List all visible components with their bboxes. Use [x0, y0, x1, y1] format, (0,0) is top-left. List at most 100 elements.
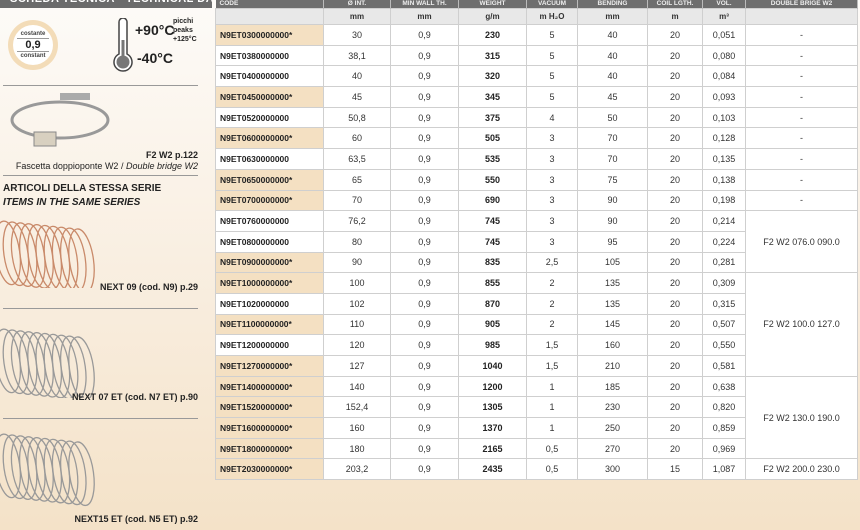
- unit-cell: [745, 8, 858, 25]
- cell: 835: [458, 251, 527, 274]
- table-row: N9ET1400000000* 140 0,9 1200 1 185 20 0,638 F2 W…: [215, 375, 858, 460]
- badge-bottom: constant: [20, 53, 46, 59]
- cell: 2: [526, 292, 578, 315]
- cell: 3: [526, 127, 578, 150]
- cell: 3: [526, 189, 578, 212]
- cell: 70: [577, 127, 648, 150]
- table-row: N9ET0600000000* 60 0,9 505 3 70 20 0,128-: [215, 127, 858, 150]
- cell: 1370: [458, 417, 527, 439]
- cell: 20: [647, 65, 703, 88]
- column-header: MIN WALL TH.: [390, 0, 459, 9]
- cell: 0,084: [702, 65, 746, 88]
- product-code: N9ET2030000000*: [215, 458, 324, 481]
- double-bridge-cell: -: [745, 189, 858, 212]
- cell: 20: [647, 375, 703, 398]
- cell: 2165: [458, 437, 527, 460]
- cell: 70: [577, 148, 648, 170]
- column-header: BENDING: [577, 0, 648, 9]
- peaks-it: picchi: [173, 18, 194, 25]
- product-code: N9ET0300000000*: [215, 24, 324, 46]
- cell: 63,5: [323, 148, 391, 170]
- cell: 0,9: [390, 65, 459, 88]
- double-bridge-cell: F2 W2 130.0 190.0: [745, 375, 858, 460]
- cell: 20: [647, 251, 703, 274]
- cell: 0,9: [390, 417, 459, 439]
- cell: 20: [647, 313, 703, 336]
- badge-top: costante: [20, 31, 46, 37]
- product-code: N9ET0400000000: [215, 65, 324, 88]
- table-row: N9ET0800000000 80 0,9 745 3 95 20 0,224: [215, 230, 858, 253]
- cell: 20: [647, 210, 703, 232]
- product-code: N9ET0380000000: [215, 44, 324, 67]
- cell: 15: [647, 458, 703, 481]
- peaks-value: +125°C: [173, 36, 197, 43]
- table-row: N9ET0300000000* 30 0,9 230 5 40 20 0,051-: [215, 24, 858, 46]
- peak-temp: picchi peaks +125°C: [173, 17, 197, 44]
- hose-image: [0, 220, 95, 288]
- product-code: N9ET1200000000: [215, 334, 324, 356]
- cell: 270: [577, 437, 648, 460]
- cell: 0,093: [702, 86, 746, 108]
- cell: 745: [458, 230, 527, 253]
- unit-cell: [215, 8, 324, 25]
- series-item-link[interactable]: NEXT 09 (cod. N9) p.29: [99, 282, 198, 292]
- table-row: N9ET2030000000* 203,2 0,9 2435 0,5 300 15 1,087…: [215, 458, 858, 481]
- clamp-ref: F2 W2 p.122: [145, 150, 198, 160]
- cell: 0,9: [390, 127, 459, 150]
- double-bridge-cell: -: [745, 148, 858, 170]
- thermometer-icon: [113, 18, 133, 72]
- double-bridge-cell: -: [745, 106, 858, 129]
- cell: 0,309: [702, 272, 746, 294]
- cell: 0,9: [390, 437, 459, 460]
- column-header: VACUUM: [526, 0, 578, 9]
- series-item-link[interactable]: NEXT15 ET (cod. N5 ET) p.92: [74, 514, 198, 524]
- cell: 50,8: [323, 106, 391, 129]
- series-title-en: ITEMS IN THE SAME SERIES: [3, 197, 141, 208]
- product-code: N9ET0450000000*: [215, 86, 324, 108]
- divider: [3, 85, 198, 86]
- cell: 4: [526, 106, 578, 129]
- cell: 985: [458, 334, 527, 356]
- cell: 250: [577, 417, 648, 439]
- series-item-link[interactable]: NEXT 07 ET (cod. N7 ET) p.90: [71, 392, 198, 402]
- column-header: VOL.: [702, 0, 746, 9]
- cell: 40: [577, 44, 648, 67]
- cell: 0,550: [702, 334, 746, 356]
- cell: 535: [458, 148, 527, 170]
- cell: 160: [323, 417, 391, 439]
- cell: 0,224: [702, 230, 746, 253]
- cell: 0,581: [702, 355, 746, 377]
- hose-image: [0, 433, 95, 507]
- units-row: mm mm g/m m H₂O mm m m³: [215, 8, 858, 25]
- cell: 145: [577, 313, 648, 336]
- cell: 0,9: [390, 458, 459, 481]
- cell: 0,128: [702, 127, 746, 150]
- cell: 20: [647, 355, 703, 377]
- cell: 45: [323, 86, 391, 108]
- cell: 905: [458, 313, 527, 336]
- cell: 203,2: [323, 458, 391, 481]
- cell: 0,507: [702, 313, 746, 336]
- column-header: COIL LGTH.: [647, 0, 703, 9]
- cell: 90: [577, 189, 648, 212]
- cell: 5: [526, 65, 578, 88]
- cell: 315: [458, 44, 527, 67]
- series-title: ARTICOLI DELLA STESSA SERIE ITEMS IN THE…: [3, 182, 161, 210]
- cell: 2: [526, 313, 578, 336]
- cell: 0,9: [390, 313, 459, 336]
- column-header: CODE: [215, 0, 324, 9]
- product-code: N9ET1000000000*: [215, 272, 324, 294]
- double-bridge-cell: F2 W2 100.0 127.0: [745, 272, 858, 377]
- cell: 160: [577, 334, 648, 356]
- cell: 0,9: [390, 375, 459, 398]
- cell: 90: [323, 251, 391, 274]
- product-code: N9ET0600000000*: [215, 127, 324, 150]
- cell: 20: [647, 148, 703, 170]
- product-code: N9ET1600000000*: [215, 417, 324, 439]
- min-temp: -40°C: [137, 50, 173, 66]
- cell: 30: [323, 24, 391, 46]
- cell: 45: [577, 86, 648, 108]
- cell: 0,638: [702, 375, 746, 398]
- cell: 0,080: [702, 44, 746, 67]
- cell: 60: [323, 127, 391, 150]
